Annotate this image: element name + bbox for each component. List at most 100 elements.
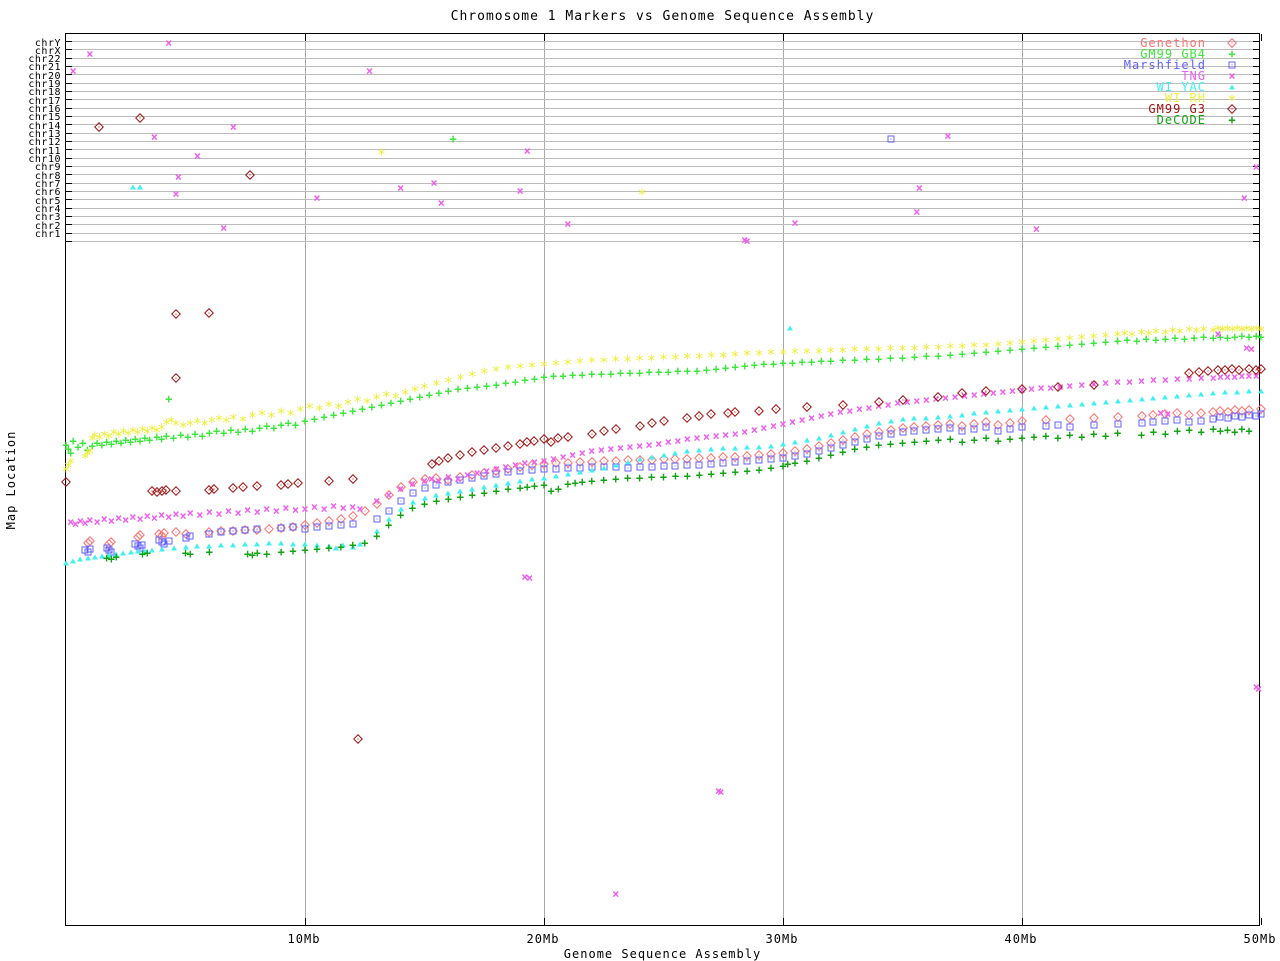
scatter-point: × — [523, 144, 531, 158]
scatter-point — [1102, 399, 1109, 405]
scatter-point: + — [1209, 331, 1217, 345]
scatter-point: + — [234, 425, 242, 439]
scatter-point: × — [437, 196, 445, 210]
scatter-point — [671, 462, 679, 470]
scatter-point — [141, 548, 148, 554]
scatter-point — [456, 476, 464, 484]
scatter-point — [863, 423, 870, 429]
scatter-point: * — [527, 358, 537, 377]
scatter-point: × — [396, 181, 405, 195]
scatter-point: * — [611, 352, 621, 371]
chromosome-gridline — [66, 57, 1259, 59]
scatter-point: + — [337, 540, 345, 554]
scatter-point: + — [117, 436, 125, 450]
scatter-point: + — [683, 364, 692, 378]
scatter-point: × — [1173, 372, 1181, 386]
scatter-point: + — [1042, 340, 1050, 354]
scatter-point: + — [184, 430, 192, 444]
scatter-point — [646, 418, 657, 428]
chromosome-gridline — [66, 207, 1259, 209]
scatter-point: × — [193, 149, 202, 163]
scatter-point — [682, 413, 693, 423]
scatter-point: + — [511, 375, 519, 389]
scatter-point: + — [1185, 423, 1193, 437]
scatter-point: × — [750, 423, 758, 437]
scatter-point: × — [569, 448, 577, 462]
scatter-point: + — [277, 418, 285, 432]
chromosome-label: chrX — [34, 45, 61, 57]
scatter-point: + — [1238, 422, 1246, 436]
scatter-point: + — [157, 432, 166, 446]
scatter-point: + — [597, 367, 605, 381]
scatter-point — [254, 541, 261, 547]
scatter-point — [528, 466, 536, 474]
scatter-point: + — [683, 469, 692, 483]
scatter-point — [340, 542, 347, 548]
chromosome-gridline — [66, 49, 1259, 51]
scatter-point: * — [376, 145, 386, 164]
scatter-point: + — [1190, 331, 1198, 345]
scatter-point: * — [730, 347, 740, 366]
chromosome-gridline — [66, 124, 1259, 126]
chromosome-label: chr10 — [28, 154, 61, 166]
scatter-point: + — [839, 353, 847, 367]
scatter-point: * — [61, 462, 71, 481]
scatter-point: × — [526, 571, 534, 585]
scatter-point — [1234, 389, 1241, 395]
scatter-point: + — [808, 355, 816, 369]
scatter-point: × — [1243, 341, 1251, 355]
scatter-point: + — [255, 421, 264, 435]
scatter-point: * — [343, 395, 353, 414]
scatter-point: + — [291, 418, 300, 432]
scatter-point — [313, 523, 321, 531]
scatter-point — [935, 414, 942, 420]
scatter-point: × — [702, 430, 711, 444]
scatter-point — [170, 309, 181, 319]
chromosome-label: chr6 — [34, 187, 61, 199]
scatter-point: + — [435, 386, 443, 400]
scatter-point: + — [186, 547, 194, 561]
scatter-point: + — [817, 354, 825, 368]
y-tick-right — [1253, 174, 1259, 176]
scatter-point: × — [683, 432, 692, 446]
y-axis-title: Map Location — [4, 430, 18, 530]
scatter-point: + — [516, 481, 524, 495]
scatter-point: × — [356, 502, 364, 516]
scatter-point: × — [855, 402, 864, 416]
scatter-point: * — [214, 411, 224, 430]
scatter-point: × — [731, 427, 739, 441]
scatter-point: + — [530, 479, 539, 493]
scatter-point: * — [1017, 335, 1027, 354]
scatter-point: * — [886, 341, 896, 360]
scatter-point — [754, 406, 765, 416]
chromosome-gridline — [66, 90, 1259, 92]
scatter-point: + — [1102, 429, 1110, 443]
scatter-point — [707, 460, 715, 468]
scatter-point: * — [353, 392, 363, 411]
scatter-point — [134, 548, 141, 554]
scatter-point: + — [559, 369, 567, 383]
scatter-point: + — [958, 435, 966, 449]
legend-marker-star: * — [1227, 91, 1237, 110]
scatter-point: × — [473, 466, 481, 480]
scatter-point — [349, 520, 357, 528]
scatter-point — [1078, 401, 1085, 407]
scatter-point: + — [131, 432, 139, 446]
scatter-point — [983, 409, 990, 415]
scatter-point: × — [1137, 374, 1146, 388]
scatter-point: × — [313, 191, 321, 205]
scatter-point: + — [1066, 428, 1074, 442]
scatter-point: × — [607, 442, 615, 456]
scatter-point: + — [492, 378, 500, 392]
chromosome-gridline — [66, 74, 1259, 76]
scatter-point: × — [1245, 369, 1253, 383]
scatter-point: + — [600, 473, 608, 487]
scatter-point — [958, 427, 966, 435]
scatter-point: + — [1054, 339, 1062, 353]
scatter-point: + — [803, 454, 811, 468]
scatter-point: × — [760, 421, 768, 435]
scatter-point: × — [435, 474, 443, 488]
scatter-point: + — [456, 490, 464, 504]
scatter-point: + — [712, 362, 720, 376]
scatter-point: × — [915, 181, 923, 195]
